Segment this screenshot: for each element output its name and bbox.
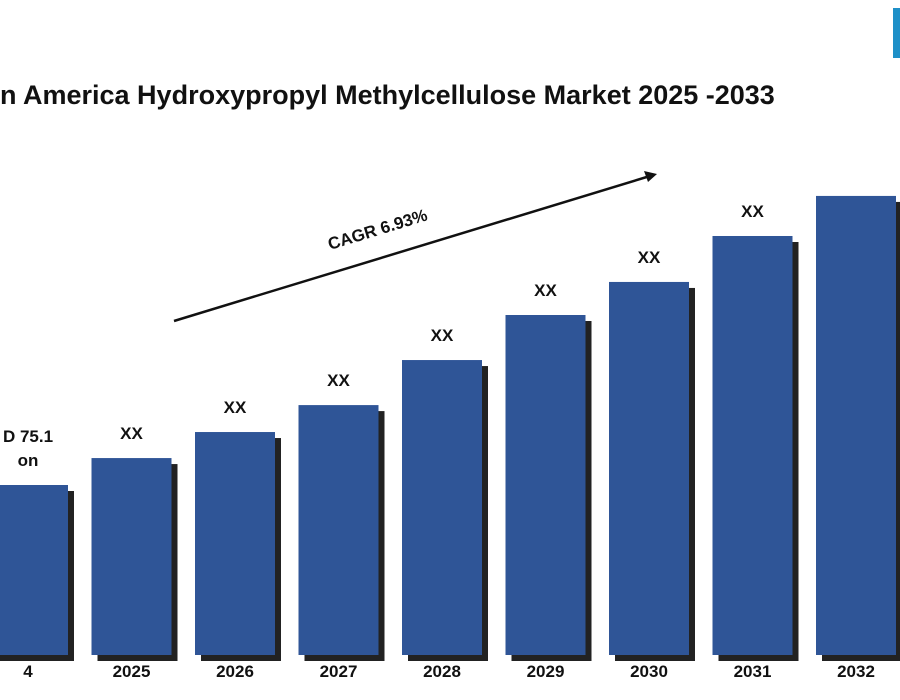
value-label: XX [430, 326, 454, 346]
value-label: D 75.1 on [2, 427, 54, 470]
bar [0, 485, 68, 655]
bar [816, 195, 896, 656]
x-tick-label: 2026 [216, 662, 254, 681]
value-label: XX [637, 247, 661, 267]
arrow-head [644, 171, 657, 182]
value-label: XX [223, 398, 247, 418]
x-tick-label: 2030 [630, 662, 668, 681]
value-label: XX [120, 424, 143, 444]
logo [893, 8, 900, 58]
value-label: XX [534, 281, 557, 300]
x-tick-label: 4 [23, 662, 33, 681]
bar [298, 405, 379, 655]
bar [505, 315, 586, 655]
bar [712, 235, 793, 656]
chart-title: n America Hydroxypropyl Methylcellulose … [0, 80, 775, 110]
bar [91, 458, 172, 655]
x-tick-label: 2025 [113, 662, 151, 681]
bar [195, 432, 275, 655]
bar [402, 360, 482, 655]
x-tick-label: 2029 [527, 662, 565, 681]
value-label: XX [327, 371, 350, 391]
value-label: XX [741, 201, 764, 221]
x-tick-label: 2027 [320, 662, 358, 681]
x-tick-label: 2028 [423, 662, 461, 681]
x-tick-label: 2031 [734, 662, 772, 681]
x-tick-label: 2032 [837, 662, 875, 681]
cagr-arrow [173, 174, 651, 323]
bar [609, 281, 689, 655]
